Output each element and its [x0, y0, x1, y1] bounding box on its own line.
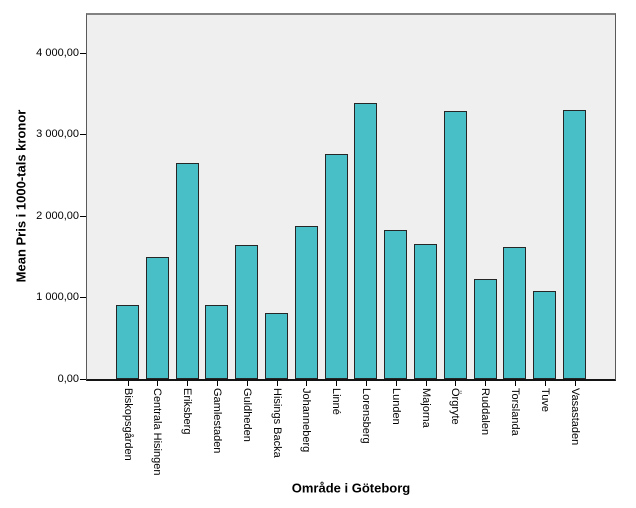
bar-Gamlestaden — [205, 305, 229, 379]
x-tick-label-Eriksberg: Eriksberg — [181, 388, 193, 435]
bar-Majorna — [414, 244, 437, 379]
x-tick-mark — [128, 381, 129, 386]
x-tick-mark — [515, 381, 516, 386]
y-tick-label: 3 000,00 — [36, 128, 79, 140]
y-tick-mark — [80, 134, 86, 135]
x-tick-label-Gamlestaden: Gamlestaden — [211, 388, 223, 454]
y-tick-label: 0,00 — [57, 373, 79, 385]
x-tick-label-Tuve: Tuve — [539, 388, 551, 413]
bar-Lorensberg — [354, 103, 378, 379]
bar-Guldheden — [235, 245, 259, 379]
x-tick-mark — [247, 381, 248, 386]
y-tick-mark — [80, 216, 86, 217]
bar-Torslanda — [503, 247, 527, 379]
x-tick-label-Centrala Hisingen: Centrala Hisingen — [151, 388, 163, 476]
x-tick-mark — [455, 381, 456, 386]
x-tick-label-Linné: Linné — [330, 388, 342, 415]
x-tick-mark — [575, 381, 576, 386]
x-tick-mark — [306, 381, 307, 386]
y-tick-mark — [80, 53, 86, 54]
y-tick-label: 2 000,00 — [36, 210, 79, 222]
x-tick-mark — [277, 381, 278, 386]
x-tick-mark — [217, 381, 218, 386]
bar-Linné — [324, 154, 348, 379]
bar-Ruddalen — [473, 279, 497, 379]
bar-Centrala Hisingen — [145, 257, 169, 379]
x-tick-label-Torslanda: Torslanda — [509, 388, 521, 436]
x-tick-mark — [426, 381, 427, 386]
x-tick-mark — [545, 381, 546, 386]
y-tick-mark — [80, 379, 86, 380]
bar-Lunden — [384, 230, 408, 379]
bar-Örgryte — [443, 111, 467, 379]
plot-area — [86, 13, 616, 381]
bar-Johanneberg — [294, 226, 318, 379]
x-tick-mark — [336, 381, 337, 386]
bar-Tuve — [533, 291, 557, 379]
bar-Biskopsgården — [116, 305, 139, 379]
x-tick-mark — [187, 381, 188, 386]
x-tick-label-Örgryte: Örgryte — [449, 388, 461, 425]
x-tick-mark — [366, 381, 367, 386]
x-tick-label-Biskopsgården: Biskopsgården — [122, 388, 134, 461]
y-tick-label: 4 000,00 — [36, 47, 79, 59]
x-tick-label-Lunden: Lunden — [390, 388, 402, 425]
bar-Eriksberg — [175, 163, 199, 379]
x-tick-mark — [485, 381, 486, 386]
y-tick-label: 1 000,00 — [36, 291, 79, 303]
x-tick-label-Lorensberg: Lorensberg — [360, 388, 372, 444]
x-tick-label-Vasastaden: Vasastaden — [569, 388, 581, 446]
bar-Hisings Backa — [265, 313, 288, 379]
bars-container — [87, 15, 615, 379]
x-tick-label-Ruddalen: Ruddalen — [479, 388, 491, 436]
x-tick-label-Johanneberg: Johanneberg — [300, 388, 312, 453]
x-tick-label-Hisings Backa: Hisings Backa — [271, 388, 283, 458]
x-tick-label-Majorna: Majorna — [420, 388, 432, 428]
x-tick-mark — [157, 381, 158, 386]
bar-Vasastaden — [563, 110, 586, 379]
y-tick-mark — [80, 297, 86, 298]
x-tick-mark — [396, 381, 397, 386]
x-tick-label-Guldheden: Guldheden — [241, 388, 253, 442]
x-axis-title: Område i Göteborg — [291, 480, 411, 496]
